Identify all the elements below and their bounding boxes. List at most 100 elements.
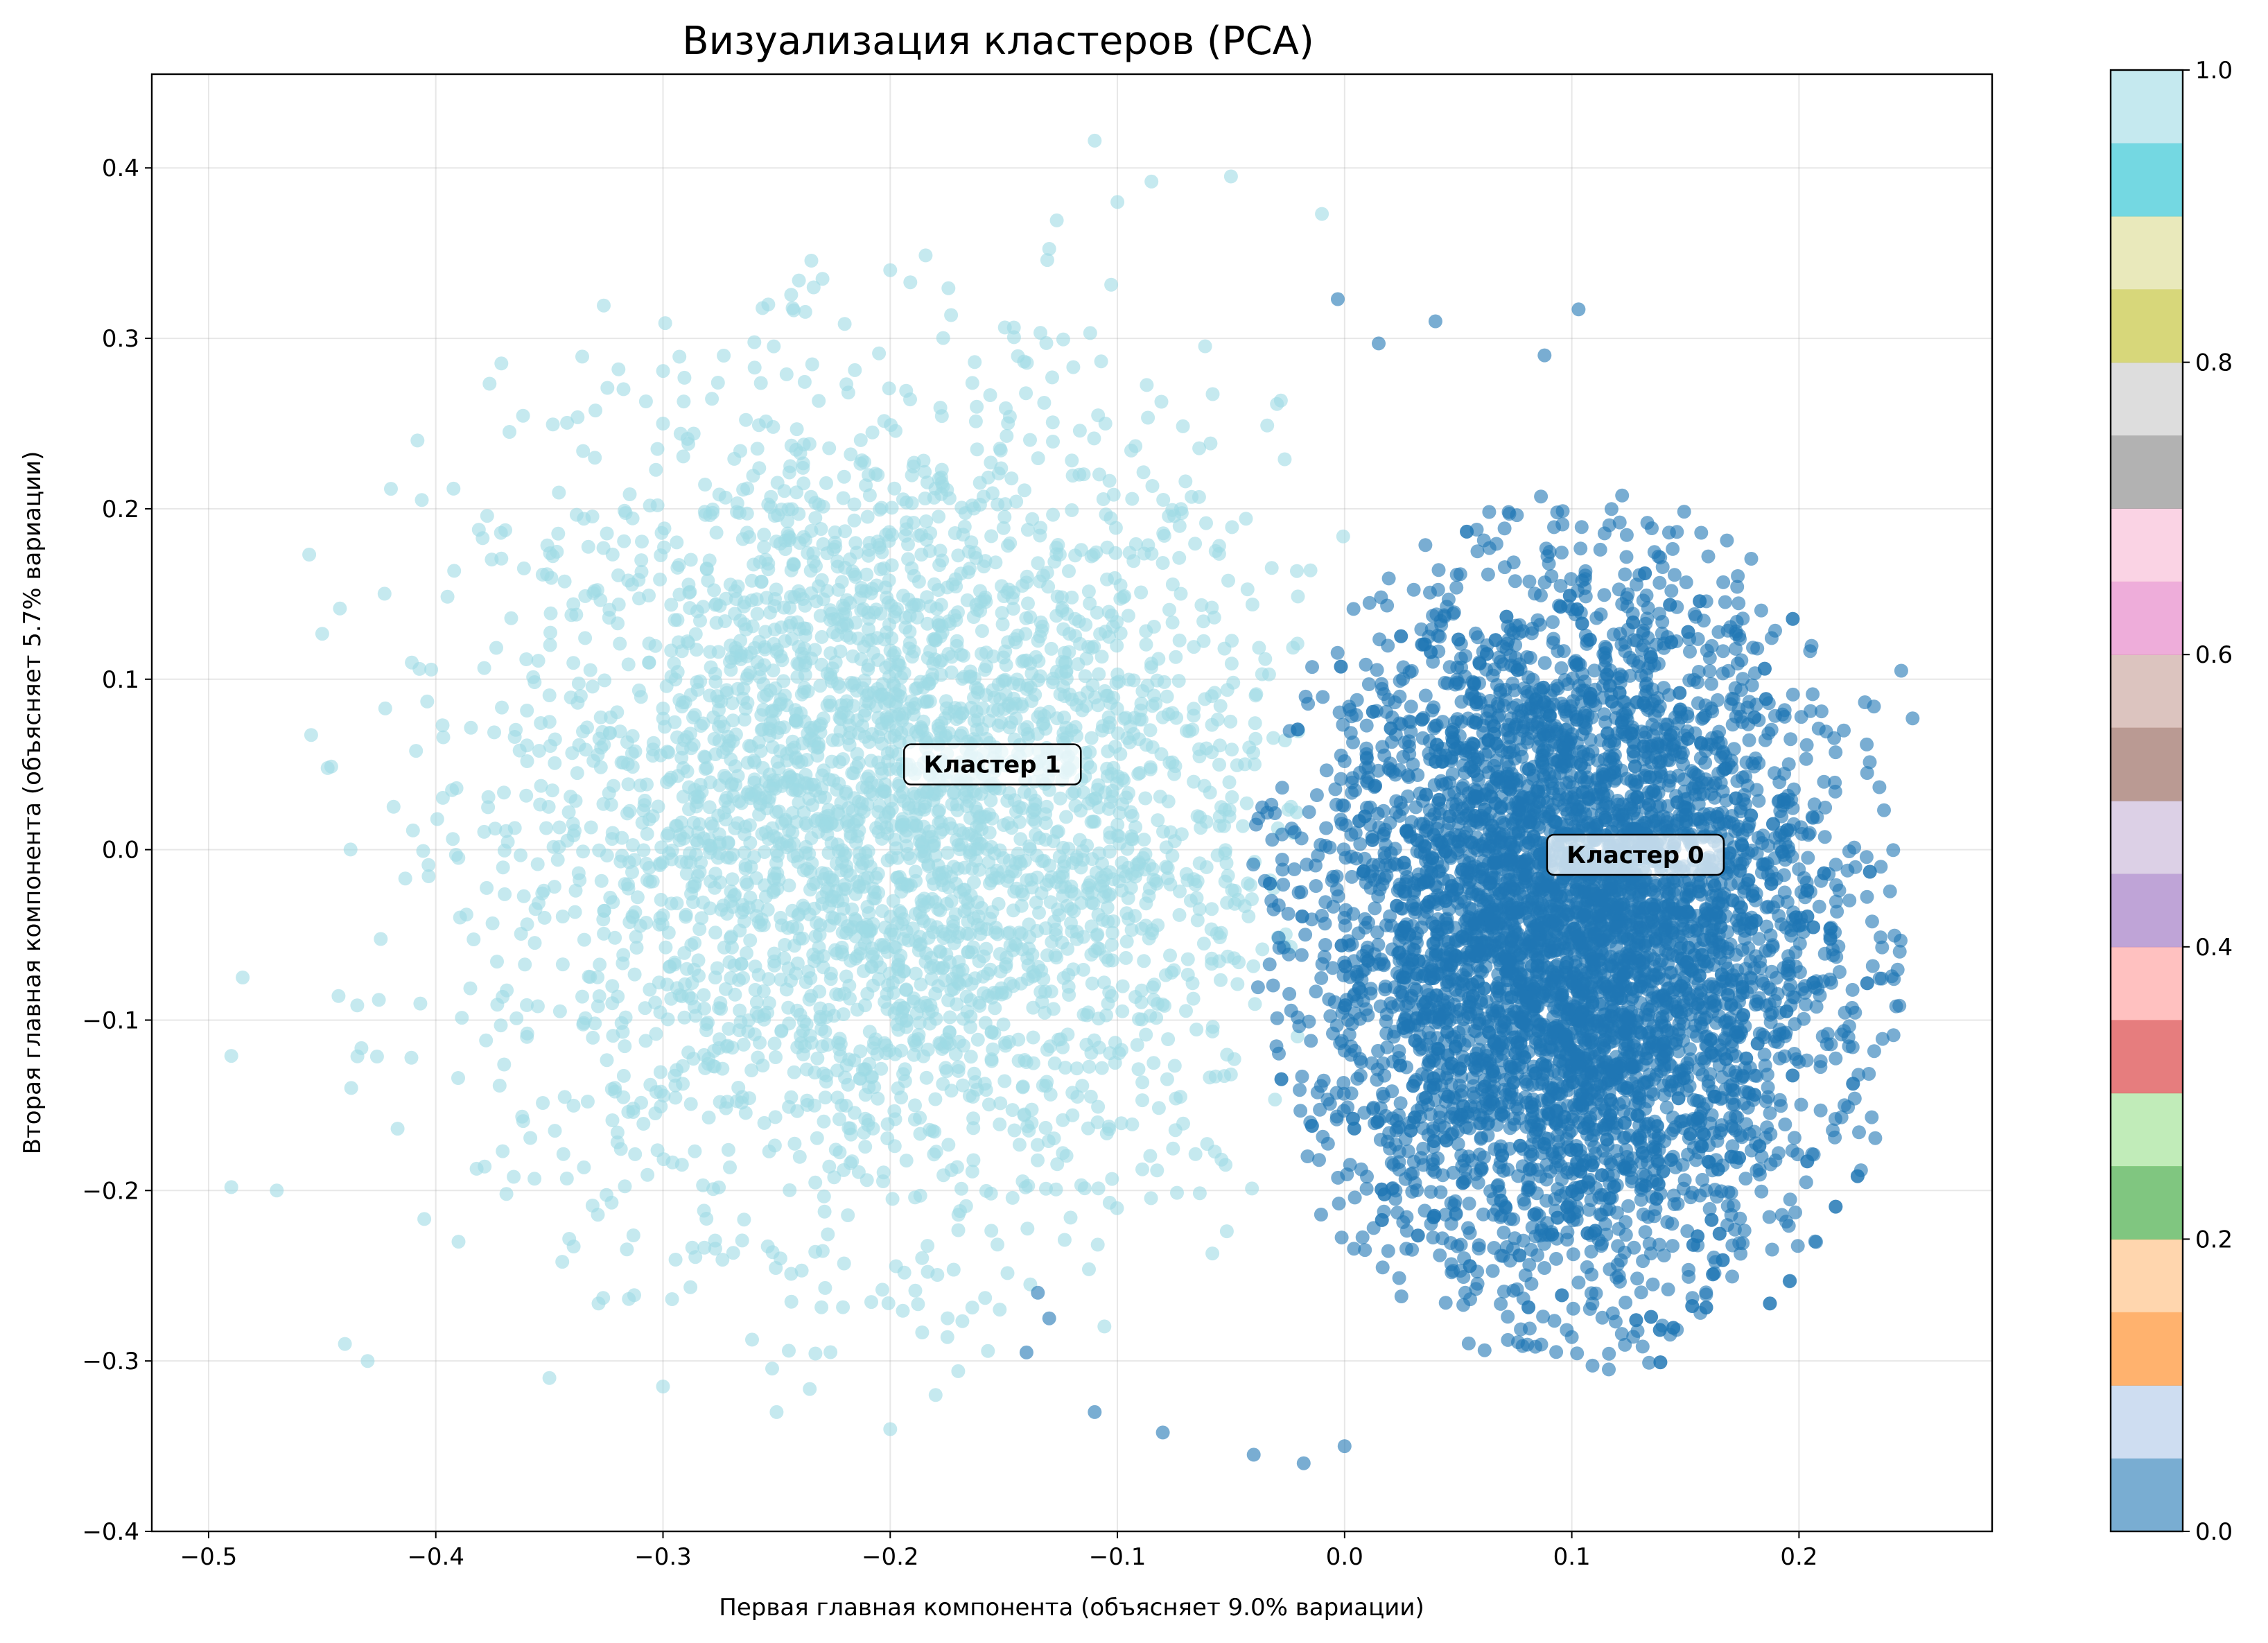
data-point (756, 1059, 770, 1072)
data-point (611, 568, 625, 582)
data-point (1056, 971, 1071, 985)
data-point (576, 844, 591, 859)
data-point (1143, 723, 1158, 738)
data-point (966, 1111, 981, 1126)
data-point (1077, 1181, 1092, 1196)
data-point (747, 557, 761, 572)
data-point (724, 638, 738, 653)
data-point (632, 591, 646, 606)
data-point (733, 1015, 748, 1029)
data-point (860, 986, 875, 1001)
data-point (881, 1296, 896, 1310)
data-point (999, 658, 1013, 672)
data-point (1179, 1004, 1193, 1018)
data-point (1203, 785, 1217, 800)
data-point (916, 1049, 931, 1063)
data-point (731, 1081, 746, 1095)
data-point (853, 1071, 867, 1086)
data-point (591, 999, 605, 1014)
data-point (899, 495, 914, 510)
data-point (1072, 833, 1087, 847)
data-point (1031, 654, 1046, 668)
data-point (542, 715, 557, 729)
data-point (1573, 541, 1588, 556)
data-point (796, 863, 811, 878)
data-point (739, 412, 753, 427)
data-point (705, 392, 719, 406)
data-point (597, 673, 612, 688)
data-point (701, 573, 715, 588)
data-point (1266, 731, 1280, 745)
data-point (1101, 744, 1115, 758)
data-point (1072, 424, 1087, 438)
data-point (823, 972, 838, 986)
data-point (777, 951, 792, 966)
data-point (1772, 1093, 1787, 1107)
data-point (1029, 895, 1043, 910)
data-point (934, 476, 949, 490)
data-point (1054, 590, 1069, 605)
data-point (839, 882, 853, 896)
data-point (605, 547, 620, 562)
data-point (898, 528, 913, 543)
data-point (837, 469, 851, 484)
data-point (552, 1004, 567, 1018)
data-point (875, 1283, 889, 1297)
data-point (861, 1113, 875, 1128)
data-point (1102, 1195, 1117, 1210)
data-point (1036, 717, 1050, 731)
data-point (872, 538, 887, 553)
data-point (616, 1068, 631, 1083)
data-point (990, 863, 1004, 878)
data-point (884, 709, 898, 723)
data-point (1126, 673, 1141, 688)
data-point (832, 987, 847, 1002)
data-point (713, 996, 728, 1010)
data-point (744, 860, 758, 874)
data-point (951, 1364, 966, 1378)
data-point (876, 1174, 890, 1188)
data-point (721, 1142, 735, 1157)
data-point (708, 867, 723, 881)
data-point (993, 947, 1007, 961)
data-point (1056, 726, 1071, 740)
data-point (1203, 436, 1218, 451)
data-point (1135, 1012, 1149, 1027)
data-point (921, 1006, 936, 1020)
data-point (902, 625, 917, 639)
data-point (997, 702, 1011, 716)
data-point (688, 1144, 702, 1158)
data-point (887, 833, 902, 846)
data-point (715, 1253, 730, 1267)
data-point (938, 711, 952, 726)
data-point (670, 613, 685, 627)
data-point (1090, 941, 1105, 955)
data-point (936, 960, 951, 975)
data-point (735, 532, 750, 546)
data-point (944, 665, 959, 679)
data-point (555, 910, 570, 923)
data-point (932, 944, 947, 958)
data-point (1205, 1246, 1220, 1261)
data-point (1070, 729, 1084, 743)
data-point (622, 1292, 636, 1306)
data-point (1239, 512, 1253, 526)
data-point (1223, 1067, 1238, 1081)
data-point (471, 523, 486, 537)
data-point (1102, 844, 1117, 859)
data-point (1813, 1103, 1828, 1118)
data-point (600, 1053, 614, 1068)
data-point (1150, 997, 1164, 1011)
data-point (1104, 937, 1119, 952)
data-point (1268, 1093, 1282, 1107)
data-point (1009, 804, 1023, 819)
data-point (1092, 800, 1106, 815)
data-point (670, 535, 684, 550)
data-point (1024, 880, 1039, 895)
data-point (785, 632, 799, 646)
data-point (1007, 1123, 1022, 1138)
data-point (1019, 386, 1033, 401)
data-point (812, 394, 826, 408)
data-point (730, 505, 744, 519)
data-point (908, 697, 923, 711)
